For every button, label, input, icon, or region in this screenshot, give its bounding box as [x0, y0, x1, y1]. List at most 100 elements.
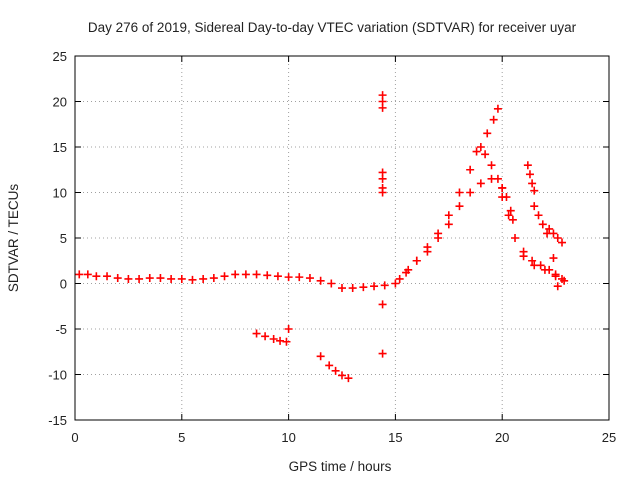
- data-point: [231, 270, 240, 279]
- data-point: [135, 274, 144, 283]
- x-tick-label: 0: [71, 430, 78, 445]
- data-point: [528, 256, 537, 265]
- data-point: [177, 274, 186, 283]
- y-tick-label: -10: [48, 368, 67, 383]
- data-point: [444, 220, 453, 229]
- x-axis-ticks: 0 5 10 15 20 25: [71, 56, 616, 445]
- y-tick-label: 10: [53, 186, 67, 201]
- data-point: [551, 270, 560, 279]
- data-point: [113, 274, 122, 283]
- data-point: [483, 129, 492, 138]
- y-tick-label: 15: [53, 140, 67, 155]
- data-point: [316, 276, 325, 285]
- data-point: [124, 274, 133, 283]
- data-point: [536, 261, 545, 270]
- data-point: [378, 174, 387, 183]
- data-point: [327, 279, 336, 288]
- data-point: [534, 211, 543, 220]
- data-point: [558, 274, 567, 283]
- series-late-lower: [519, 252, 567, 291]
- series-rising-upper: [391, 104, 502, 288]
- x-tick-label: 15: [388, 430, 402, 445]
- data-point: [241, 270, 250, 279]
- x-tick-label: 20: [495, 430, 509, 445]
- data-point: [199, 274, 208, 283]
- x-axis-label: GPS time / hours: [289, 459, 392, 474]
- data-point: [489, 115, 498, 124]
- data-point: [156, 274, 165, 283]
- data-point: [378, 349, 387, 358]
- data-point: [455, 202, 464, 211]
- data-point: [378, 300, 387, 309]
- data-point: [83, 270, 92, 279]
- y-axis-ticks: -15 -10 -5 0 5 10 15 20 25: [48, 49, 609, 428]
- data-points: [75, 91, 569, 383]
- data-point: [284, 325, 293, 333]
- x-tick-label: 10: [281, 430, 295, 445]
- y-tick-label: -15: [48, 413, 67, 428]
- series-rising-lower: [395, 174, 507, 283]
- data-point: [525, 170, 534, 179]
- data-point: [498, 183, 507, 192]
- data-point: [504, 211, 513, 220]
- data-point: [209, 274, 218, 283]
- y-tick-label: -5: [55, 322, 67, 337]
- data-point: [395, 274, 404, 283]
- data-point: [331, 366, 340, 375]
- data-point: [481, 150, 490, 159]
- data-point: [553, 282, 562, 291]
- data-point: [530, 186, 539, 195]
- data-point: [348, 284, 357, 293]
- data-point: [103, 272, 112, 281]
- data-point: [263, 271, 272, 280]
- data-point: [476, 179, 485, 188]
- x-tick-label: 5: [178, 430, 185, 445]
- series-baseline: [75, 270, 389, 293]
- data-point: [538, 220, 547, 229]
- y-tick-label: 5: [60, 231, 67, 246]
- series-negative-arc-2: [316, 352, 353, 383]
- data-point: [378, 188, 387, 197]
- y-tick-label: 25: [53, 49, 67, 64]
- y-tick-label: 20: [53, 95, 67, 110]
- data-point: [506, 206, 515, 215]
- data-point: [466, 188, 475, 197]
- data-point: [359, 283, 368, 292]
- data-point: [472, 147, 481, 156]
- data-point: [487, 161, 496, 170]
- data-point: [378, 103, 387, 112]
- data-point: [276, 336, 285, 345]
- data-point: [167, 274, 176, 283]
- data-point: [434, 234, 443, 242]
- x-tick-label: 25: [602, 430, 616, 445]
- data-point: [282, 337, 291, 346]
- data-point: [325, 361, 334, 370]
- data-point: [511, 234, 520, 242]
- data-point: [338, 284, 346, 293]
- data-point: [523, 161, 532, 170]
- data-point: [545, 224, 554, 233]
- data-point: [558, 238, 567, 247]
- data-point: [188, 275, 197, 284]
- data-point: [269, 335, 278, 344]
- data-point: [75, 270, 84, 279]
- data-point: [380, 281, 389, 290]
- data-point: [553, 234, 562, 242]
- data-point: [92, 272, 101, 281]
- data-point: [498, 193, 507, 202]
- data-point: [370, 282, 379, 291]
- data-point: [530, 202, 539, 211]
- data-point: [528, 179, 537, 188]
- data-point: [305, 274, 314, 283]
- data-point: [412, 256, 421, 265]
- data-point: [145, 274, 154, 283]
- series-segment-21: [523, 161, 539, 195]
- data-point: [404, 265, 413, 274]
- data-point: [344, 374, 353, 383]
- data-point: [261, 332, 270, 341]
- data-point: [493, 174, 502, 183]
- data-point: [391, 279, 400, 288]
- data-point: [252, 329, 261, 338]
- series-negative-arc-1: [252, 325, 293, 346]
